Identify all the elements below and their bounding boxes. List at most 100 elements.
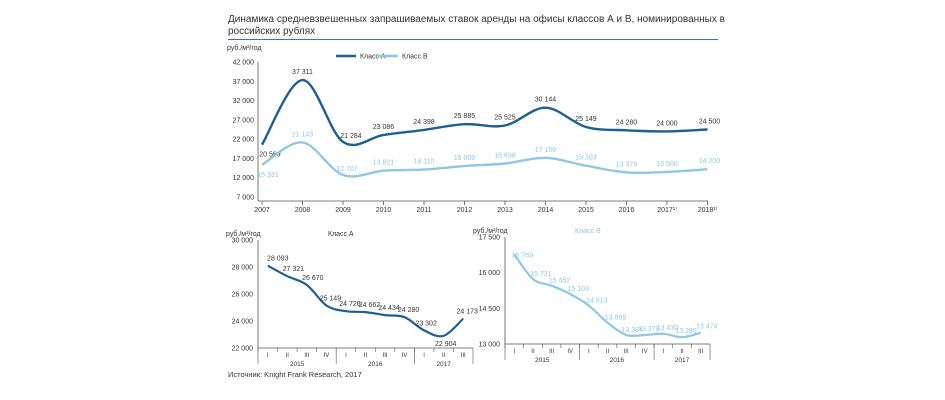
quarter-label: III (383, 353, 388, 359)
source-note: Источник: Knight Frank Research, 2017 (228, 370, 362, 379)
data-label: 24 500 (699, 119, 721, 126)
data-label: 25 149 (575, 116, 597, 123)
y-tick-label: 22 000 (233, 137, 255, 144)
quarter-label: I (513, 349, 515, 355)
quarter-label: III (461, 353, 466, 359)
x-tick-label: 2015 (578, 207, 594, 214)
data-label: 28 093 (267, 256, 289, 263)
data-label: 21 284 (340, 133, 362, 140)
quarter-label: III (624, 349, 629, 355)
year-label: 2015 (290, 361, 305, 368)
quarter-label: II (680, 349, 684, 355)
data-label: 15 009 (454, 155, 476, 162)
quarter-label: II (442, 353, 446, 359)
quarter-label: II (286, 353, 290, 359)
quarter-label: IV (567, 349, 573, 355)
data-label: 23 086 (373, 124, 395, 131)
data-label: 24 280 (616, 119, 638, 126)
y-tick-label: 17 000 (233, 156, 255, 163)
y-axis-label: руб./м²/год (227, 44, 262, 52)
y-tick-label: 30 000 (232, 238, 254, 245)
x-tick-label: 2017¹⁾ (657, 206, 677, 214)
y-axis-label: руб./м²/год (226, 230, 261, 238)
data-label: 15 103 (568, 286, 590, 293)
x-tick-label: 2011 (416, 207, 431, 214)
data-label: 14 110 (414, 159, 435, 166)
data-label: 21 143 (292, 131, 314, 138)
y-tick-label: 17 500 (479, 235, 501, 242)
data-label: 17 150 (535, 147, 557, 154)
year-label: 2015 (535, 357, 550, 364)
series-line-class-a (260, 78, 708, 147)
year-label: 2017 (675, 357, 690, 364)
series-line (513, 253, 701, 339)
y-tick-label: 16 000 (479, 270, 501, 277)
data-label: 22 904 (435, 341, 457, 348)
quarter-label: II (364, 353, 368, 359)
data-label: 15 331 (257, 172, 279, 179)
data-label: 25 149 (320, 295, 342, 302)
data-label: 13 430 (657, 325, 679, 332)
data-label: 20 569 (259, 152, 281, 159)
data-label: 37 311 (292, 69, 313, 76)
x-tick-label: 2009 (335, 207, 351, 214)
data-label: 24 662 (359, 302, 381, 309)
quarter-label: I (345, 353, 347, 359)
chart-subtitle: Класс В (575, 228, 601, 235)
year-label: 2016 (368, 361, 383, 368)
quarter-label: I (588, 349, 590, 355)
data-label: 15 452 (549, 278, 571, 285)
quarter-label: III (304, 353, 309, 359)
x-tick-label: 2008 (295, 207, 311, 214)
y-tick-label: 27 000 (233, 117, 255, 124)
data-label: 24 000 (656, 120, 678, 127)
quarter-label: III (698, 349, 703, 355)
y-tick-label: 42 000 (233, 60, 255, 67)
data-label: 15 103 (575, 155, 597, 162)
data-label: 15 698 (494, 152, 516, 159)
data-label: 24 434 (378, 305, 400, 312)
y-tick-label: 24 000 (232, 319, 254, 326)
data-label: 13 899 (605, 315, 627, 322)
chart-title: Динамика средневзвешенных запрашиваемых … (228, 14, 725, 37)
y-tick-label: 37 000 (233, 79, 255, 86)
data-label: 27 321 (283, 266, 305, 273)
data-label: 13 384 (621, 327, 643, 334)
legend-label-class-a: Класс А (360, 54, 386, 61)
data-label: 26 670 (302, 275, 324, 282)
y-tick-label: 7 000 (236, 195, 254, 202)
y-tick-label: 22 000 (232, 346, 254, 353)
data-label: 13 379 (638, 326, 660, 333)
data-label: 23 302 (415, 320, 437, 327)
data-label: 12 707 (336, 166, 358, 173)
data-label: 13 379 (616, 161, 638, 168)
y-tick-label: 12 000 (233, 175, 255, 182)
data-label: 24 173 (457, 309, 479, 316)
quarter-label: IV (324, 353, 330, 359)
year-label: 2016 (610, 357, 625, 364)
data-label: 14 613 (586, 298, 608, 305)
y-tick-label: 26 000 (232, 292, 254, 299)
data-label: 14 200 (699, 158, 721, 165)
year-label: 2017 (436, 361, 451, 368)
chart-subtitle: Класс А (328, 231, 354, 238)
data-label: 13 285 (675, 328, 697, 335)
x-tick-label: 2010 (376, 207, 392, 214)
data-label: 13 500 (656, 161, 678, 168)
data-label: 25 525 (494, 115, 516, 122)
data-label: 24 726 (339, 301, 361, 308)
quarter-label: II (531, 349, 535, 355)
quarter-label: I (267, 353, 269, 359)
data-label: 24 398 (413, 119, 435, 126)
y-tick-label: 13 000 (479, 342, 501, 349)
quarter-label: IV (642, 349, 648, 355)
y-tick-label: 14 500 (479, 306, 501, 313)
data-label: 13 821 (373, 160, 395, 167)
data-label: 24 280 (398, 307, 420, 314)
x-tick-label: 2007 (254, 207, 270, 214)
y-tick-label: 32 000 (233, 98, 255, 105)
x-tick-label: 2018¹⁾ (698, 206, 718, 214)
series-line-class-b (261, 141, 708, 178)
x-tick-label: 2016 (619, 207, 635, 214)
